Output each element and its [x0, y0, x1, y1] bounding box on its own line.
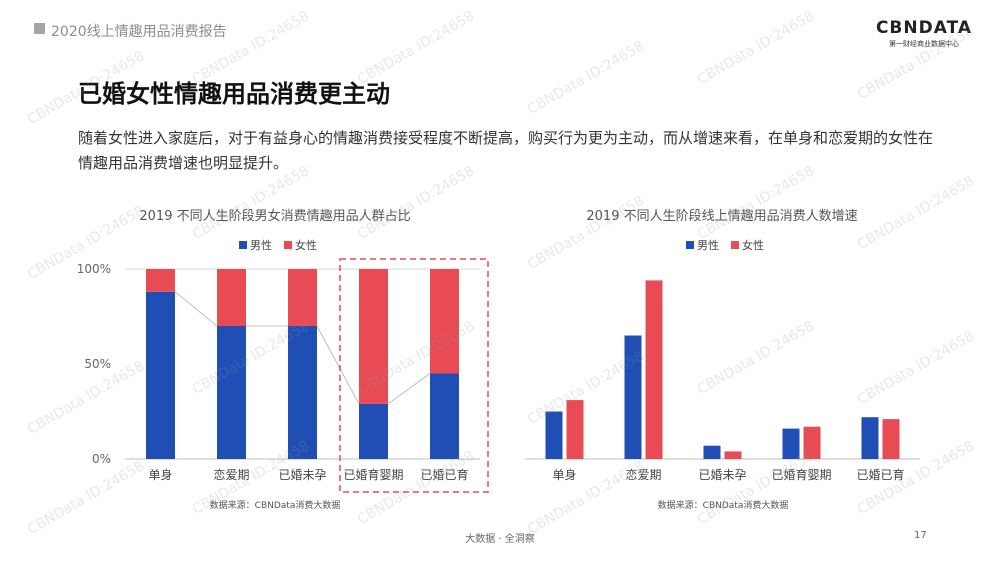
- chart1-legend: 男性 女性: [239, 238, 317, 252]
- chart1-series-line: [174, 291, 218, 327]
- chart2-category-label: 恋爱期: [625, 467, 661, 482]
- chart2-category-label: 已婚未孕: [698, 468, 746, 482]
- chart2-legend-female-swatch: [731, 241, 739, 249]
- chart2-bar-female: [566, 400, 584, 459]
- chart1-legend-male: 男性: [250, 238, 272, 252]
- chart1-series-line: [316, 325, 360, 405]
- chart1-bar-male: [288, 326, 317, 459]
- chart2-bar-male: [861, 417, 879, 459]
- page-description: 随着女性进入家庭后，对于有益身心的情趣消费接受程度不断提高，购买行为更为主动，而…: [78, 129, 934, 172]
- page-number: 17: [914, 530, 927, 541]
- page-title: 已婚女性情趣用品消费更主动: [78, 80, 390, 108]
- chart1-bar-male: [430, 373, 459, 459]
- chart2-legend-male-swatch: [686, 241, 694, 249]
- chart2-source: 数据来源：CBNData消费大数据: [658, 499, 789, 511]
- footer-slogan: 大数据 · 全洞察: [465, 534, 535, 545]
- chart1-bar-female: [430, 269, 459, 374]
- chart1-highlight-box: [339, 258, 489, 493]
- chart1-title: 2019 不同人生阶段男女消费情趣用品人群占比: [139, 208, 410, 224]
- chart1-series-line: [387, 373, 431, 405]
- chart1-bar-female: [146, 269, 175, 292]
- chart2-bar-male: [703, 445, 721, 459]
- chart1-ytick-label: 50%: [84, 357, 111, 371]
- chart1-ytick-label: 0%: [92, 452, 111, 466]
- chart1-ytick-label: 100%: [77, 262, 111, 276]
- stacked-share-chart: 2019 不同人生阶段男女消费情趣用品人群占比 男性 女性 0% 50% 100% 单…: [77, 208, 489, 511]
- logo-name: CBNDATA: [875, 18, 972, 38]
- chart2-legend-female: 女性: [742, 238, 764, 252]
- chart1-bar-male: [217, 326, 246, 459]
- chart2-title: 2019 不同人生阶段线上情趣用品消费人数增速: [586, 209, 857, 224]
- chart2-legend-male: 男性: [697, 238, 719, 252]
- growth-rate-chart: 2019 不同人生阶段线上情趣用品消费人数增速 男性 女性 单身 恋爱期 已婚未孕 已…: [525, 209, 920, 511]
- chart2-bar-female: [803, 426, 821, 459]
- chart2-category-label: 已婚育婴期: [771, 467, 831, 482]
- logo-tagline: 第一财经商业数据中心: [888, 40, 959, 48]
- chart1-bar-female: [288, 269, 317, 326]
- chart1-category-label: 已婚未孕: [278, 468, 326, 482]
- chart1-source: 数据来源：CBNData消费大数据: [210, 499, 341, 511]
- chart1-legend-female-swatch: [284, 241, 292, 249]
- chart2-bar-female: [882, 419, 900, 459]
- chart1-bar-male: [359, 403, 388, 459]
- chart1-category-label: 已婚已育: [420, 467, 468, 482]
- chart1-bar-female: [217, 269, 246, 326]
- chart1-category-label: 恋爱期: [213, 467, 249, 482]
- chart2-bar-female: [645, 280, 663, 459]
- chart1-bar-female: [359, 269, 388, 404]
- chart2-legend: 男性 女性: [686, 238, 764, 252]
- chart2-bar-male: [782, 428, 800, 459]
- chart1-legend-male-swatch: [239, 241, 247, 249]
- brand-logo: CBNDATA 第一财经商业数据中心: [876, 18, 972, 49]
- chart2-bar-male: [624, 335, 642, 459]
- chart2-bar-female: [724, 451, 742, 459]
- watermark-text: CBNData ID:24658: [524, 38, 648, 118]
- header-square-icon: [34, 23, 45, 34]
- chart1-category-label: 已婚育婴期: [343, 467, 403, 482]
- chart1-bar-male: [146, 291, 175, 459]
- report-title: 2020线上情趣用品消费报告: [51, 24, 227, 40]
- chart2-bar-male: [545, 411, 563, 459]
- chart2-category-label: 已婚已育: [856, 467, 904, 482]
- chart1-category-label: 单身: [148, 467, 172, 482]
- chart1-legend-female: 女性: [295, 238, 317, 252]
- watermark-text: CBNData ID:24658: [694, 8, 818, 88]
- chart2-category-label: 单身: [552, 467, 576, 482]
